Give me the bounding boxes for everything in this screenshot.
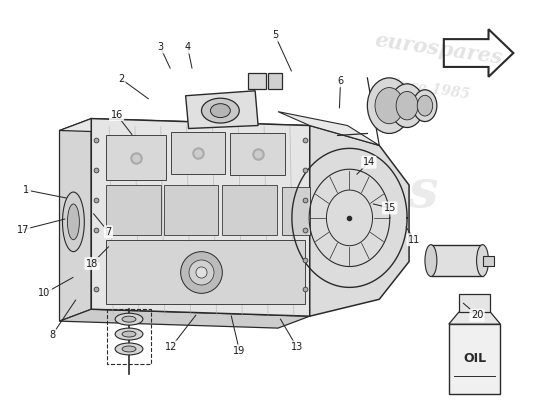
Ellipse shape	[115, 313, 143, 325]
Bar	[170, 132, 226, 174]
Text: 8: 8	[49, 330, 55, 340]
Text: 19: 19	[233, 346, 246, 356]
Polygon shape	[278, 112, 380, 145]
Text: 7: 7	[105, 227, 112, 237]
Bar	[164, 185, 218, 235]
Bar	[107, 309, 151, 364]
Ellipse shape	[115, 343, 143, 355]
Text: 14: 14	[363, 157, 375, 167]
Text: 4: 4	[185, 42, 191, 52]
Bar	[459, 294, 491, 312]
Ellipse shape	[122, 346, 136, 352]
Text: 11: 11	[408, 235, 420, 245]
Bar	[431, 245, 482, 276]
Polygon shape	[310, 126, 409, 316]
Ellipse shape	[115, 328, 143, 340]
Bar	[449, 324, 500, 394]
Ellipse shape	[122, 331, 136, 337]
Text: 17: 17	[16, 225, 29, 235]
Text: 16: 16	[111, 110, 123, 120]
Ellipse shape	[201, 98, 239, 123]
Bar	[268, 73, 282, 89]
Ellipse shape	[211, 104, 230, 118]
Text: 3: 3	[157, 42, 163, 52]
Ellipse shape	[68, 204, 79, 240]
Polygon shape	[186, 91, 258, 128]
Text: 2: 2	[118, 74, 124, 84]
Bar	[106, 185, 161, 235]
Polygon shape	[59, 118, 310, 138]
Ellipse shape	[367, 78, 411, 134]
Text: 5: 5	[272, 30, 278, 40]
Bar	[230, 134, 285, 175]
Text: since 1985: since 1985	[266, 264, 350, 278]
Text: 12: 12	[165, 342, 178, 352]
Polygon shape	[449, 312, 500, 324]
Text: 1: 1	[24, 185, 30, 195]
Bar	[106, 240, 305, 304]
Text: a passion for excellence: a passion for excellence	[171, 241, 358, 255]
Bar	[248, 73, 266, 89]
Bar	[282, 187, 310, 235]
Text: eurospares: eurospares	[373, 30, 504, 68]
Text: 13: 13	[291, 342, 303, 352]
Bar	[482, 256, 494, 266]
Ellipse shape	[396, 92, 418, 120]
Ellipse shape	[417, 95, 433, 116]
Ellipse shape	[425, 245, 437, 276]
Bar	[222, 185, 277, 235]
Ellipse shape	[63, 192, 84, 252]
Ellipse shape	[413, 90, 437, 122]
Ellipse shape	[390, 84, 424, 128]
Text: 18: 18	[86, 258, 98, 268]
Text: 15: 15	[383, 203, 396, 213]
Text: OIL: OIL	[463, 352, 486, 365]
Text: since 1985: since 1985	[386, 76, 470, 102]
Polygon shape	[59, 118, 91, 321]
Ellipse shape	[477, 245, 488, 276]
Text: 6: 6	[338, 76, 344, 86]
Ellipse shape	[122, 316, 136, 322]
Polygon shape	[91, 118, 310, 316]
Text: 20: 20	[471, 310, 483, 320]
Text: eurospares: eurospares	[112, 166, 438, 218]
Text: 10: 10	[39, 288, 51, 298]
Ellipse shape	[375, 88, 403, 124]
Bar	[106, 136, 166, 180]
Polygon shape	[59, 309, 310, 328]
